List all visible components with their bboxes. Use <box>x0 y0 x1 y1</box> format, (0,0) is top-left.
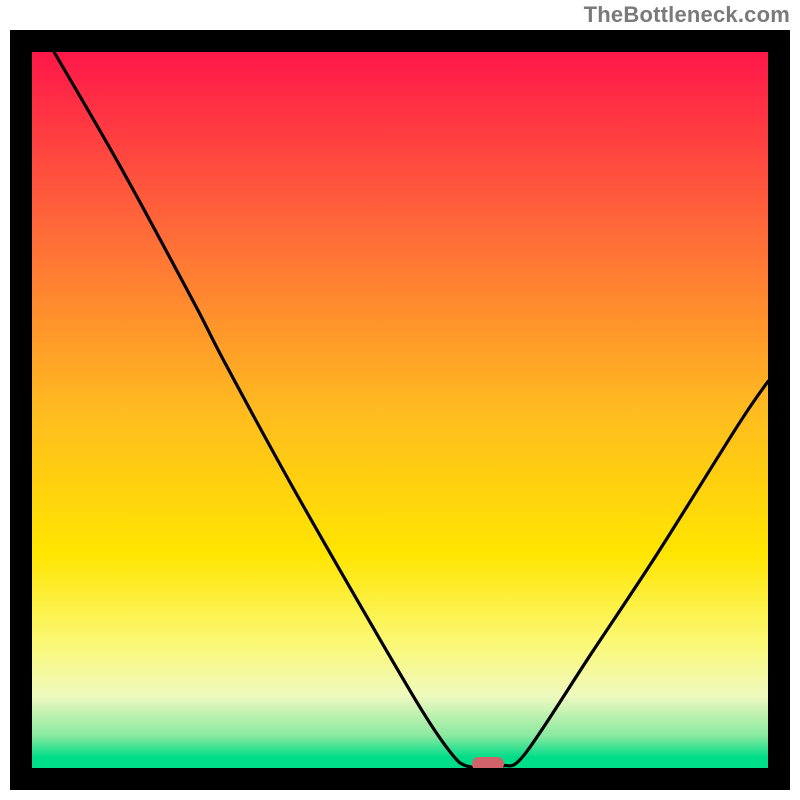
bottleneck-curve <box>32 52 768 768</box>
optimum-marker <box>472 757 504 768</box>
watermark-label: TheBottleneck.com <box>584 2 790 28</box>
plot-area <box>32 52 768 768</box>
chart-container: TheBottleneck.com <box>0 0 800 800</box>
